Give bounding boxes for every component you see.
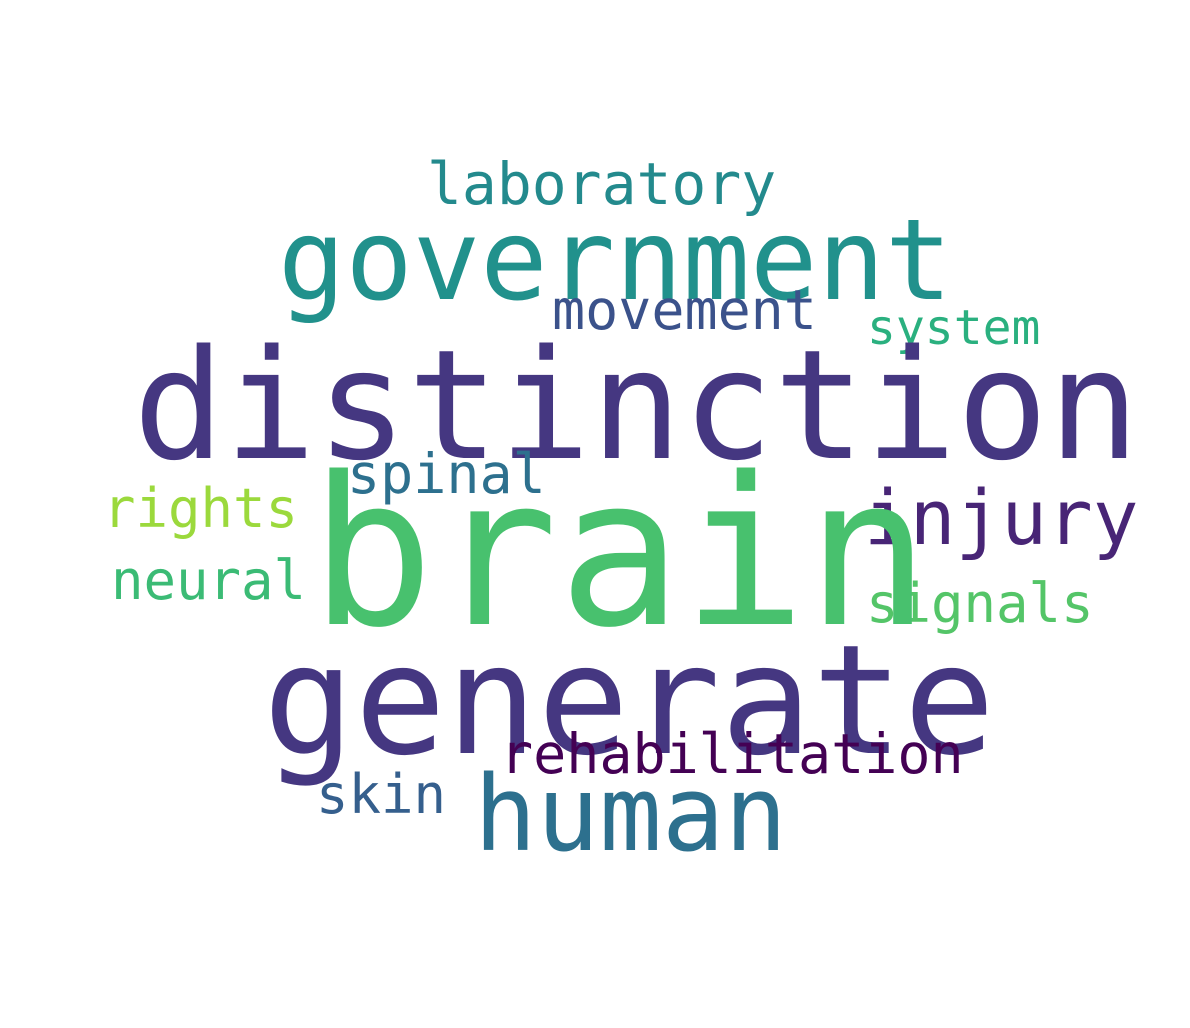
word-generate: generate [263, 612, 996, 789]
word-neural: neural [111, 549, 307, 612]
word-distinction: distinction [133, 317, 1140, 494]
word-movement: movement [552, 278, 817, 342]
word-laboratory: laboratory [427, 150, 777, 218]
word-rehabilitation: rehabilitation [500, 722, 964, 786]
word-signals: signals [866, 572, 1094, 635]
word-skin: skin [316, 763, 447, 826]
word-system: system [867, 300, 1041, 356]
word-spinal: spinal [347, 442, 546, 506]
word-brain: brain [310, 433, 931, 673]
word-government: government [278, 196, 953, 326]
word-human: human [474, 753, 788, 875]
word-injury: injury [864, 473, 1139, 562]
word-rights: rights [103, 477, 299, 540]
